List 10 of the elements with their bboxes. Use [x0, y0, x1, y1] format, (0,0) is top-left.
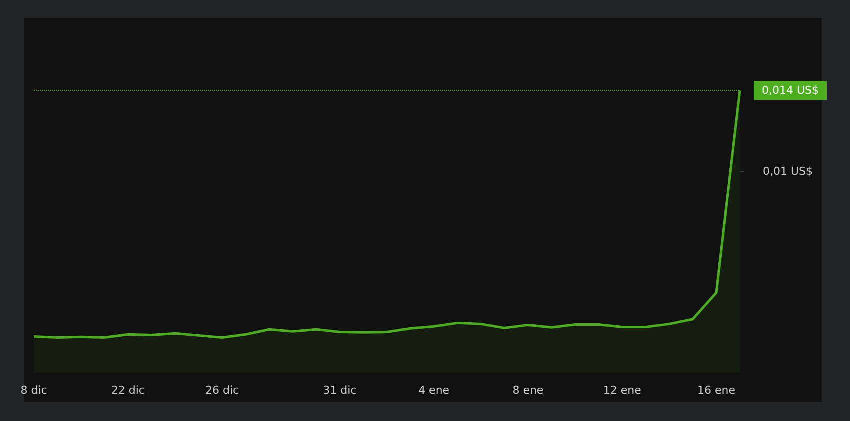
x-tick-label: 16 ene	[697, 384, 736, 397]
x-tick-label: 12 ene	[603, 384, 642, 397]
x-tick-label: 8 ene	[512, 384, 544, 397]
y-tick-label: 0,01 US$	[763, 164, 814, 178]
x-tick-label: 4 ene	[418, 384, 450, 397]
x-tick-label: 31 dic	[323, 384, 357, 397]
ref-line-label: 0,014 US$	[762, 84, 820, 98]
x-tick-label: 8 dic	[20, 384, 48, 397]
x-tick-label: 22 dic	[111, 384, 145, 397]
x-tick-label: 26 dic	[205, 384, 240, 397]
